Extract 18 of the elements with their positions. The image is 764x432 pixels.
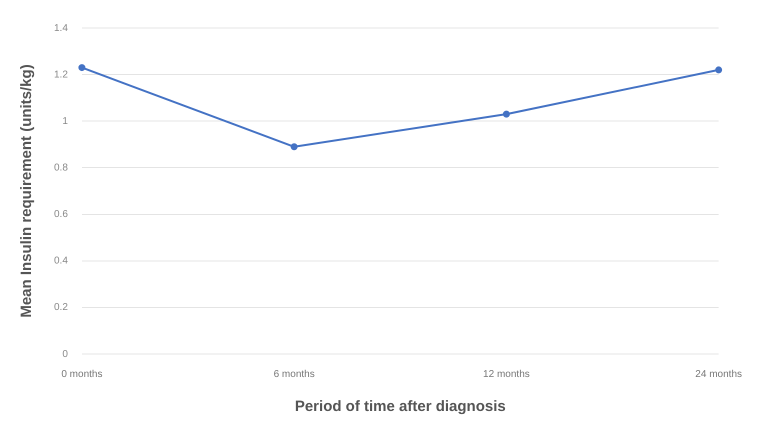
y-tick-label: 0.4 [54, 256, 68, 267]
point [715, 66, 722, 74]
x-tick-label: 12 months [483, 368, 530, 380]
y-tick-label: 0 [62, 348, 68, 360]
point [502, 110, 510, 118]
point [290, 143, 298, 150]
y-tick-label: 1.4 [54, 22, 68, 34]
x-axis-title: Period of time after diagnosis [294, 398, 506, 416]
y-tick-label: 0.2 [54, 302, 68, 314]
y-tick-label: 1 [62, 116, 68, 127]
x-tick-label: 6 months [274, 368, 315, 380]
y-axis-title: Mean Insulin requirement (units/kg) [18, 64, 36, 318]
y-tick-label: 0.8 [54, 162, 68, 174]
y-tick-label: 1.2 [54, 69, 68, 80]
point [78, 64, 86, 72]
x-tick-label: 24 months [695, 368, 742, 380]
y-tick-label: 0.6 [54, 209, 68, 220]
x-tick-label: 0 months [61, 368, 102, 380]
